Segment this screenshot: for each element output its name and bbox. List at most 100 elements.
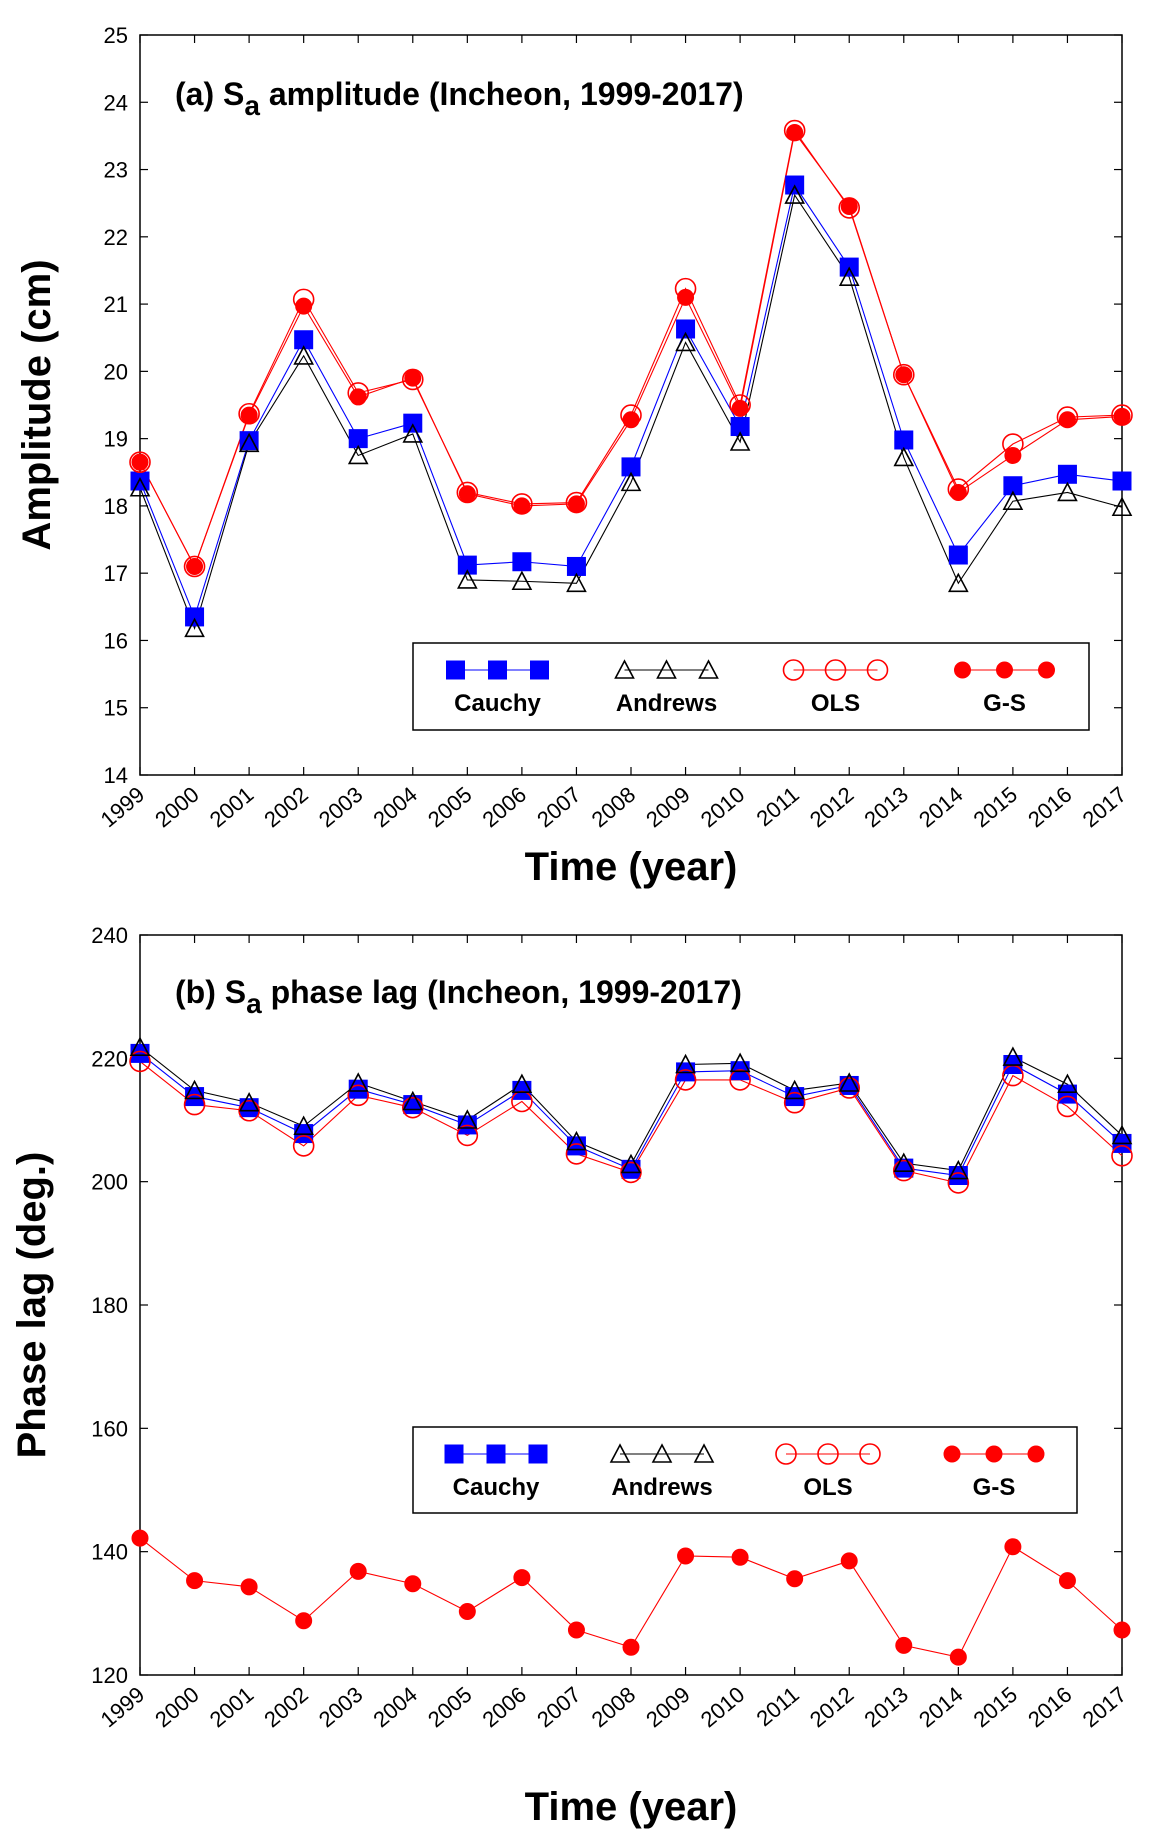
data-point-ols <box>401 1096 424 1119</box>
legend-label-g-s: G-S <box>983 690 1026 717</box>
data-point-g-s <box>895 1636 913 1654</box>
data-point-andrews <box>729 431 751 451</box>
chart-title: (a) Sa amplitude (Incheon, 1999-2017) <box>175 76 744 121</box>
data-point-andrews <box>184 1079 205 1100</box>
data-point-g-s <box>131 453 149 471</box>
chart-title-post: phase lag (Incheon, 1999-2017) <box>262 974 742 1010</box>
legend-marker-g-s <box>985 1445 1003 1463</box>
x-tick-label: 2007 <box>532 782 586 833</box>
data-point-g-s <box>131 1529 149 1547</box>
data-point-cauchy <box>621 457 641 477</box>
legend: Cauchy Andrews OLS G-S <box>412 1426 1078 1514</box>
data-point-ols <box>511 1090 533 1113</box>
data-point-cauchy <box>1003 476 1023 496</box>
series-line-andrews <box>139 193 1123 631</box>
x-tick-label: 2006 <box>478 1682 532 1733</box>
data-point-ols <box>674 277 697 300</box>
data-point-g-s <box>731 399 749 417</box>
legend: Cauchy Andrews OLS G-S <box>412 642 1090 731</box>
data-point-g-s <box>295 1612 313 1630</box>
data-point-cauchy <box>1057 1084 1077 1104</box>
x-tick-label: 2016 <box>1023 782 1077 833</box>
legend-marker-ols <box>775 1443 797 1465</box>
plot-frame <box>139 934 1123 1676</box>
chart-title-subscript: a <box>246 988 262 1019</box>
data-point-g-s <box>567 1621 585 1639</box>
legend-marker-ols <box>817 1443 839 1465</box>
data-point-ols <box>347 1084 370 1107</box>
data-point-g-s <box>186 1572 204 1590</box>
x-tick-label: 2006 <box>478 782 532 833</box>
data-point-ols <box>292 1135 315 1157</box>
data-point-andrews <box>293 345 314 365</box>
x-axis-label: Time (year) <box>525 1785 738 1829</box>
data-point-g-s <box>622 1638 640 1656</box>
series-line-cauchy <box>139 1052 1123 1177</box>
data-point-cauchy <box>785 1087 805 1107</box>
legend-marker-g-s <box>996 661 1013 679</box>
legend-marker-andrews <box>693 1443 715 1463</box>
legend-marker-cauchy <box>530 660 549 680</box>
data-point-andrews <box>129 477 151 497</box>
x-tick-label: 2016 <box>1023 1682 1077 1733</box>
legend-marker-andrews <box>698 659 719 679</box>
data-point-ols <box>783 119 806 142</box>
data-point-ols <box>1056 1095 1079 1118</box>
data-point-ols <box>1002 1064 1024 1087</box>
y-tick-label: 25 <box>104 23 128 48</box>
data-point-ols <box>292 288 315 311</box>
x-tick-label: 2014 <box>914 1682 968 1733</box>
data-point-andrews <box>402 423 424 443</box>
data-point-andrews <box>784 184 805 204</box>
x-tick-label: 1999 <box>96 782 150 833</box>
data-point-ols <box>456 481 479 504</box>
data-point-andrews <box>184 617 205 638</box>
data-point-cauchy <box>185 1087 205 1107</box>
chart-title-pre: (a) S <box>175 76 244 112</box>
y-tick-label: 14 <box>104 763 128 788</box>
y-tick-label: 240 <box>91 923 128 948</box>
x-tick-label: 2008 <box>587 782 641 833</box>
data-point-andrews <box>457 569 478 589</box>
data-point-ols <box>729 394 751 416</box>
data-point-andrews <box>238 1092 260 1112</box>
x-tick-label: 2009 <box>641 1682 695 1733</box>
data-point-cauchy <box>239 431 259 451</box>
data-point-ols <box>183 1093 206 1116</box>
data-point-cauchy <box>1057 464 1077 484</box>
panel-a-amplitude: 14 15 16 17 18 19 20 21 22 23 24 25 1999 2000 2001 2002… <box>15 23 1133 889</box>
y-tick-label: 140 <box>91 1540 128 1565</box>
y-tick-label: 120 <box>91 1663 128 1688</box>
x-tick-label: 1999 <box>96 1682 150 1733</box>
data-point-ols <box>565 491 588 514</box>
data-point-andrews <box>675 1053 696 1074</box>
x-tick-label: 2012 <box>805 1682 859 1733</box>
x-tick-label: 2001 <box>205 1682 259 1733</box>
data-point-andrews <box>1002 490 1024 511</box>
x-tick-label: 2010 <box>696 1682 750 1733</box>
y-tick-label: 20 <box>104 359 128 384</box>
data-point-andrews <box>1111 496 1133 517</box>
x-tick-label: 2003 <box>314 1682 368 1733</box>
data-point-andrews <box>838 266 860 286</box>
y-tick-label: 200 <box>91 1170 128 1195</box>
x-tick-label: 2002 <box>259 782 313 833</box>
data-point-g-s <box>240 1578 258 1596</box>
legend-label-andrews: Andrews <box>611 1474 712 1501</box>
data-point-g-s <box>349 388 367 406</box>
chart-title: (b) Sa phase lag (Incheon, 1999-2017) <box>175 974 742 1019</box>
data-point-cauchy <box>403 413 423 433</box>
data-point-andrews <box>620 1153 642 1174</box>
data-point-g-s <box>677 1547 695 1565</box>
data-point-andrews <box>566 1130 587 1151</box>
legend-marker-cauchy <box>528 1444 548 1464</box>
x-axis-label: Time (year) <box>525 845 738 889</box>
data-point-g-s <box>1058 1572 1076 1590</box>
chart-title-post: amplitude (Incheon, 1999-2017) <box>260 76 744 112</box>
data-point-ols <box>565 1143 588 1165</box>
data-point-andrews <box>511 1073 533 1094</box>
y-tick-label: 24 <box>104 90 128 115</box>
x-tick-label: 2015 <box>969 1682 1023 1733</box>
